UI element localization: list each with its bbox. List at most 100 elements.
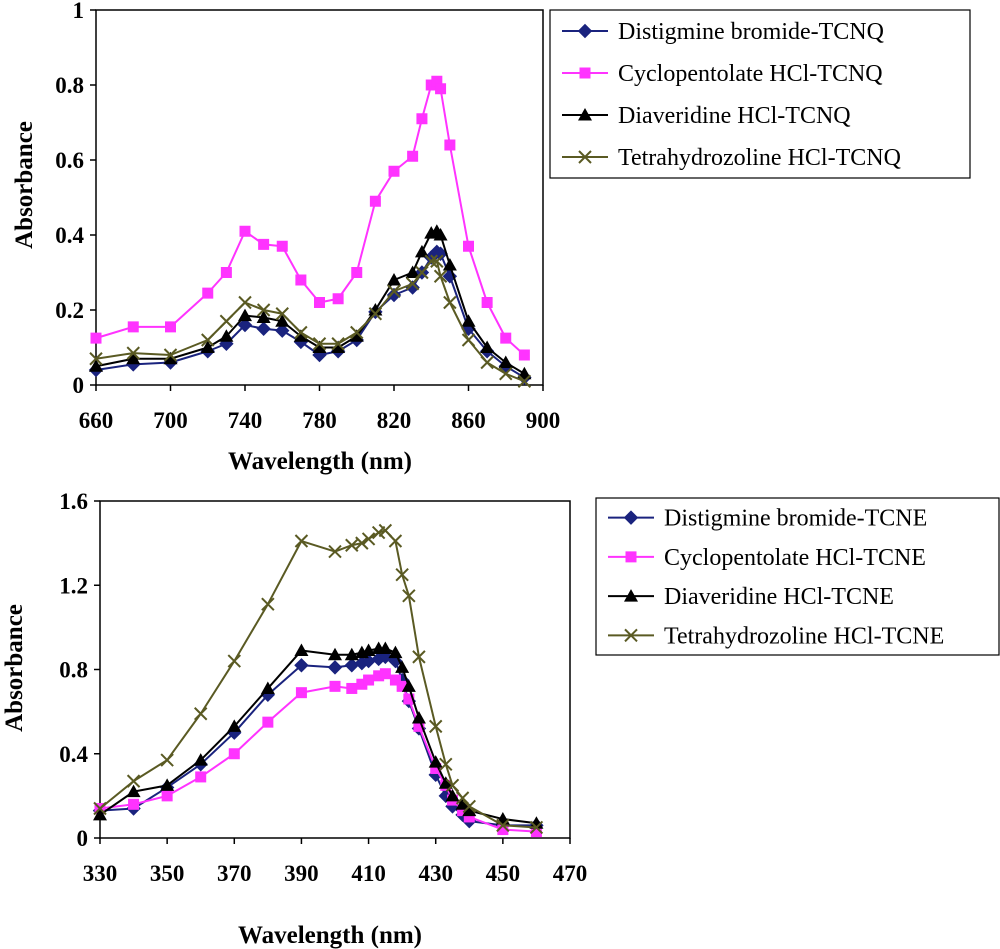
chart-2-series-4-point — [328, 544, 342, 559]
chart-2-series-2-point — [396, 680, 408, 692]
chart-2-series-4-point — [445, 778, 460, 793]
chart-2-series-2-point — [413, 720, 425, 732]
chart-1-series-4-point — [430, 254, 444, 268]
chart-2-series-2-point — [346, 682, 358, 694]
chart-1-series-3-point — [256, 310, 271, 323]
chart-2-series-3-point — [411, 710, 426, 724]
chart-2-y-tick-label: 0.8 — [59, 658, 88, 683]
chart-2-x-tick-label: 330 — [83, 861, 118, 886]
chart-2-series-4-point — [378, 523, 393, 538]
chart-1-series-4-point — [368, 307, 383, 321]
chart-1-series-2-point — [369, 195, 381, 207]
chart-2-series-3-point — [438, 776, 453, 789]
chart-1-series-3-point — [498, 355, 513, 368]
chart-2-series-2-point — [356, 678, 368, 690]
chart-1-series-2-point — [388, 165, 400, 177]
chart-1-series-1-point — [237, 317, 253, 333]
chart-2-series-2-point — [228, 748, 240, 760]
chart-2-series-3-point — [344, 647, 359, 661]
chart-1-series-3-point — [312, 340, 327, 353]
chart-2-x-tick-label: 450 — [486, 861, 521, 886]
chart-1-y-tick-label: 0 — [73, 373, 85, 398]
chart-1-series-3-point — [461, 314, 476, 327]
chart-1-series-2-point — [276, 240, 288, 252]
chart-2-series-1-point — [294, 658, 309, 673]
chart-1-series-1-point — [256, 321, 271, 336]
chart-2-series-4-point — [412, 650, 426, 664]
chart-1-series-4-point — [433, 269, 448, 283]
chart-1-series-3-point — [368, 303, 383, 316]
chart-2-series-3-point — [445, 788, 460, 802]
chart-1-series-3-point — [433, 228, 448, 241]
chart-2-series-3-point — [462, 803, 477, 817]
chart-1-series-4-point — [294, 325, 308, 340]
chart-1-legend-swatch-marker — [578, 108, 592, 121]
chart-2-series-4-point — [429, 719, 443, 734]
chart-1-series-2-point — [416, 113, 428, 125]
chart-2-y-tick-label: 1.2 — [59, 573, 88, 598]
chart-1-series-3-point — [405, 265, 420, 278]
chart-1-x-tick-label: 700 — [153, 408, 188, 433]
chart-2-legend-label: Distigmine bromide-TCNE — [664, 506, 927, 532]
chart-1-legend-swatch-marker — [577, 23, 593, 39]
chart-1-series-3-point — [442, 258, 457, 271]
chart-1-series-4-point — [443, 295, 457, 310]
chart-2-series-4-point — [93, 801, 107, 816]
chart-1-series-4-point — [201, 333, 215, 347]
chart-2-legend: Distigmine bromide-TCNE Cyclopentolate HC… — [595, 497, 1000, 656]
chart-2-series-2-point — [379, 668, 391, 680]
chart-2-series-4-point — [227, 654, 241, 668]
chart-2-series-3-point — [455, 797, 470, 810]
chart-1-series-2-point — [500, 332, 512, 344]
chart-1-x-tick-label: 860 — [451, 408, 486, 433]
chart-1-series-2-point — [332, 293, 344, 305]
chart-2: 0 0.4 0.8 1.2 1.6 330 350 370 390 410 430 450 470 Wav… — [1, 489, 1000, 949]
chart-1-series-4-point — [387, 284, 401, 298]
chart-2-series-4 — [93, 523, 544, 835]
chart-1-series-4 — [89, 254, 532, 388]
chart-2-y-axis-title: Absorbance — [1, 604, 28, 732]
chart-2-series-2-point — [363, 674, 375, 686]
chart-2-series-3-point — [529, 816, 544, 829]
chart-2-series-3-point — [388, 645, 403, 659]
chart-2-series-2-point — [161, 790, 173, 802]
chart-1-x-tick-label: 660 — [79, 408, 114, 433]
chart-2-legend-swatch-marker — [625, 551, 637, 563]
chart-1-y-axis-title: Absorbance — [11, 121, 38, 249]
chart-2-series-4-point — [455, 791, 470, 805]
chart-2-series-4-point — [126, 774, 141, 788]
chart-1-series-3-point — [331, 340, 346, 353]
chart-2-series-2-point — [329, 680, 341, 692]
chart-1-y-tick-label: 0.2 — [55, 298, 84, 323]
chart-2-series-4-point — [462, 799, 476, 814]
chart-2-series-4-point — [361, 532, 376, 546]
chart-1-series-2-point — [239, 225, 251, 237]
chart-2-series-3-point — [395, 660, 410, 673]
chart-2-series-3-point — [193, 753, 208, 766]
chart-2-series-2-point — [463, 811, 475, 823]
chart-2-x-tick-label: 470 — [553, 861, 588, 886]
chart-2-series-4-point — [529, 820, 544, 835]
chart-2-y-tick-label: 1.6 — [59, 489, 88, 514]
chart-1-legend-label: Diaveridine HCl-TCNQ — [618, 103, 851, 129]
chart-1-series-1-point — [275, 323, 290, 338]
chart-1-series-2-point — [165, 321, 176, 333]
chart-1-series-3-point — [89, 359, 103, 372]
chart-1-series-1-point — [386, 287, 402, 303]
chart-1-series-3-point — [163, 351, 178, 365]
chart-1-y-tick-label: 1 — [73, 0, 85, 23]
chart-1-legend-label: Distigmine bromide-TCNQ — [618, 19, 884, 45]
chart-2-series-4-point — [496, 818, 510, 833]
chart-2-series-4-point — [355, 536, 369, 550]
chart-2-series-2-point — [497, 824, 509, 836]
chart-2-legend-swatch-marker — [624, 628, 638, 643]
chart-1-series-2-point — [518, 349, 530, 361]
chart-2-series-4-point — [402, 589, 416, 603]
chart-2-series-3-point — [361, 643, 376, 657]
chart-1-x-tick-label: 780 — [302, 408, 337, 433]
chart-1-series-2-point — [127, 321, 139, 333]
chart-1-series-2-point — [431, 75, 443, 87]
chart-2-series-4-point — [294, 534, 309, 548]
chart-2-x-tick-label: 350 — [150, 861, 185, 886]
